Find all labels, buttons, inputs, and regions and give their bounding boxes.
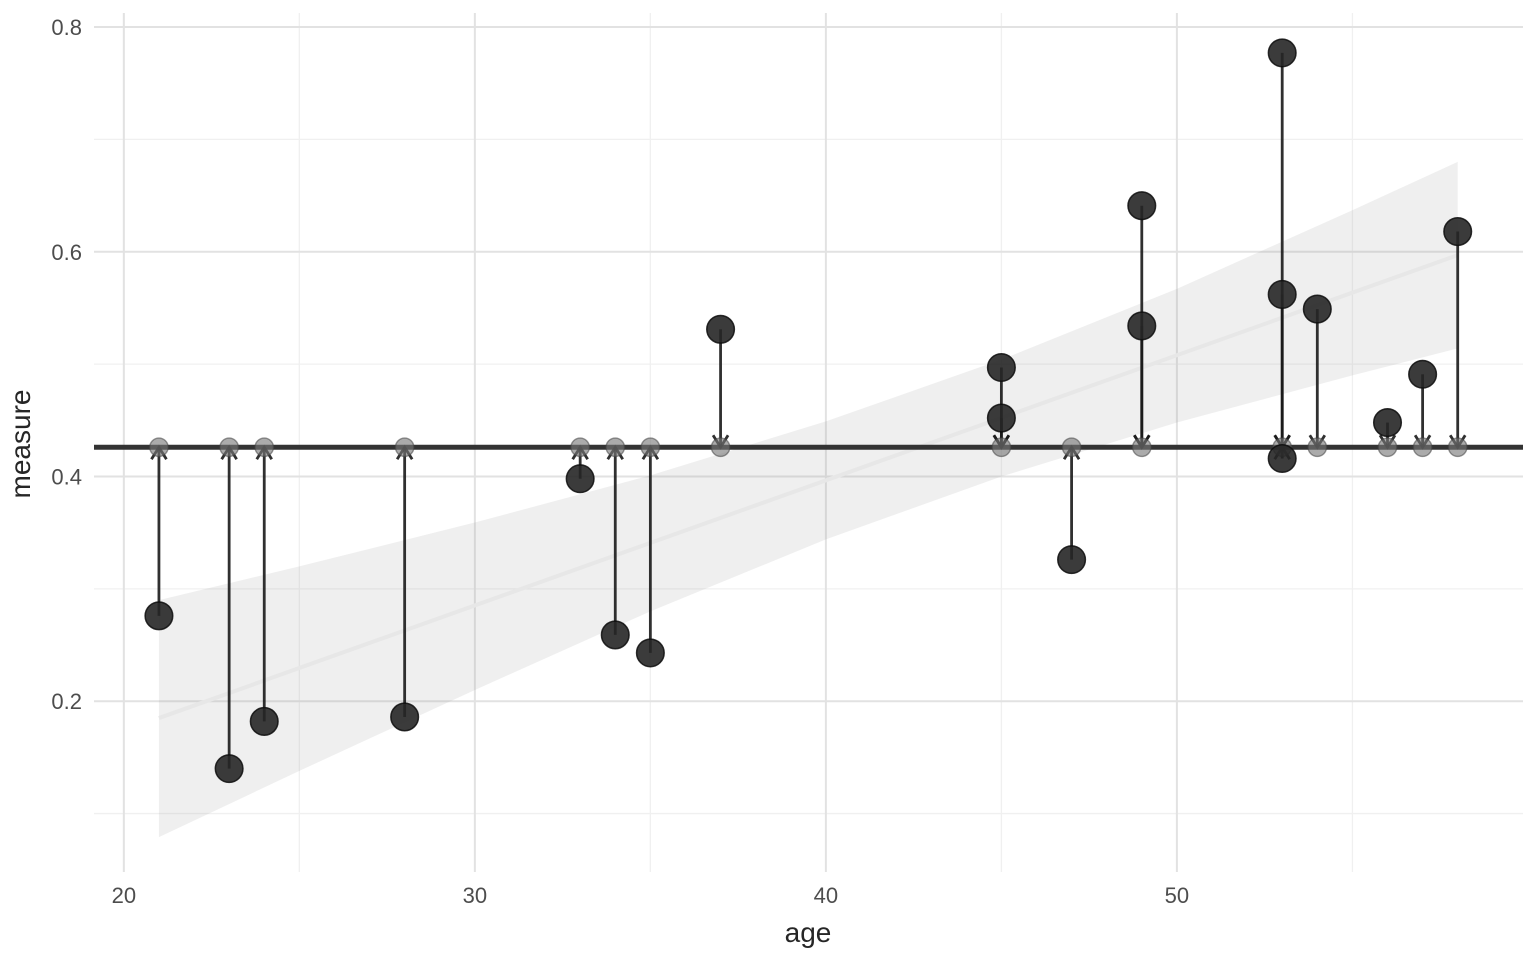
data-point xyxy=(1127,191,1157,221)
x-tick-label: 50 xyxy=(1165,883,1189,908)
y-tick-label: 0.4 xyxy=(51,464,82,489)
grid-major-layer xyxy=(94,13,1523,872)
x-tick-label: 40 xyxy=(814,883,838,908)
fitted-point xyxy=(710,437,731,458)
y-tick-label: 0.6 xyxy=(51,240,82,265)
data-point xyxy=(1127,311,1157,341)
fitted-point xyxy=(394,437,415,458)
data-point xyxy=(1267,279,1297,310)
data-point xyxy=(249,706,279,736)
fitted-point xyxy=(640,437,661,458)
data-point xyxy=(986,352,1016,383)
x-axis-title: age xyxy=(785,917,832,948)
confidence-ribbon-layer xyxy=(158,161,1458,838)
fitted-point xyxy=(149,437,169,458)
fitted-point xyxy=(1131,437,1152,458)
y-axis-title: measure xyxy=(5,390,36,499)
regression-trend-line xyxy=(158,253,1459,720)
y-tick-label: 0.2 xyxy=(51,689,82,714)
data-point xyxy=(1302,294,1332,324)
data-point xyxy=(1267,38,1297,68)
data-point xyxy=(214,754,244,784)
fitted-point xyxy=(1061,437,1082,458)
data-points-layer xyxy=(144,38,1473,784)
x-tick-label: 30 xyxy=(463,883,487,908)
axis-labels-layer: age measure 20 30 40 50 0.2 0.4 0.6 0.8 xyxy=(5,15,1189,948)
trend-line-layer xyxy=(158,253,1459,720)
fitted-point xyxy=(219,437,240,458)
grid-minor-layer xyxy=(94,13,1523,872)
data-point xyxy=(600,620,630,650)
x-tick-label: 20 xyxy=(112,883,136,908)
data-point xyxy=(1443,216,1473,247)
fitted-point xyxy=(254,437,275,458)
data-point xyxy=(1408,359,1438,389)
data-point xyxy=(986,403,1016,433)
fitted-point xyxy=(1307,437,1328,458)
data-point xyxy=(1372,408,1403,438)
y-tick-label: 0.8 xyxy=(51,15,82,40)
fitted-point xyxy=(570,437,591,458)
data-point xyxy=(635,638,665,668)
data-point xyxy=(1057,545,1087,575)
data-point xyxy=(144,601,174,631)
fitted-point xyxy=(1377,437,1398,458)
fitted-point xyxy=(605,437,626,458)
data-point xyxy=(1267,443,1297,474)
fitted-points-layer xyxy=(149,437,1468,458)
fitted-point xyxy=(991,437,1012,458)
fitted-point xyxy=(1412,437,1433,458)
fitted-point xyxy=(1447,437,1468,458)
confidence-ribbon xyxy=(158,161,1458,838)
data-point xyxy=(565,464,595,494)
data-point xyxy=(390,702,420,732)
data-point xyxy=(706,314,736,344)
